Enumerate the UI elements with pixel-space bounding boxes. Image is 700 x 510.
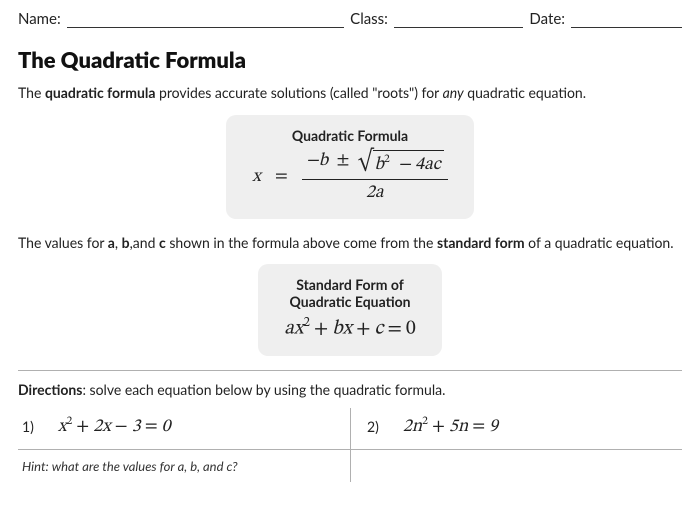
intro-bold: quadratic formula	[45, 84, 156, 101]
formula-card-title: Quadratic Formula	[252, 127, 448, 144]
intro-mid: provides accurate solutions (called "roo…	[155, 84, 442, 101]
sf-eq: =	[383, 319, 405, 339]
page-title: The Quadratic Formula	[18, 46, 682, 73]
name-label: Name:	[18, 10, 61, 28]
hint-row: Hint: what are the values for a, b, and …	[18, 450, 682, 482]
intro-em: any	[443, 84, 464, 101]
header-fields: Name: Class: Date:	[18, 10, 682, 28]
sf-p1: +	[310, 319, 332, 339]
quadratic-formula: x = −b ± √ b2 − 4ac 2a	[252, 150, 448, 205]
intro-pre: The	[18, 84, 45, 101]
problems-row: 1) x2+2x−3=0 2) 2n2+5n=9	[18, 408, 682, 450]
rad-exp: 2	[384, 153, 390, 165]
si-pre: The values for	[18, 234, 108, 251]
si-c: c	[159, 234, 166, 251]
problem-2: 2) 2n2+5n=9	[350, 408, 682, 449]
class-line[interactable]	[394, 13, 523, 28]
num-minus-b: −b	[306, 152, 328, 170]
standard-form-card: Standard Form of Quadratic Equation ax2+…	[258, 264, 442, 356]
problem-2-equation: 2n2+5n=9	[403, 414, 498, 439]
sf-a: a	[284, 319, 294, 339]
section-divider	[18, 370, 682, 371]
si-post: of a quadratic equation.	[525, 234, 674, 251]
standard-form-intro: The values for a, b,and c shown in the f…	[18, 233, 682, 253]
si-b: b	[122, 234, 130, 251]
sf-x2: x	[343, 319, 353, 339]
problem-2-number: 2)	[367, 418, 379, 435]
std-title-l2: Quadratic Equation	[289, 293, 410, 310]
directions: Directions: solve each equation below by…	[18, 381, 682, 398]
sqrt: √ b2 − 4ac	[358, 150, 444, 177]
si-mid: shown in the formula above come from the	[166, 234, 437, 251]
standard-form-equation: ax2+bx+c=0	[284, 316, 416, 342]
problem-1: 1) x2+2x−3=0	[18, 408, 350, 449]
problem-1-equation: x2+2x−3=0	[58, 414, 171, 439]
sf-p2: +	[352, 319, 374, 339]
class-label: Class:	[350, 10, 388, 28]
problem-1-hint: Hint: what are the values for a, b, and …	[18, 450, 350, 482]
sf-b: b	[332, 319, 342, 339]
date-label: Date:	[529, 10, 565, 28]
directions-text: : solve each equation below by using the…	[82, 381, 445, 398]
si-bold: standard form	[437, 234, 525, 251]
radical-icon: √	[358, 151, 374, 178]
formula-numerator: −b ± √ b2 − 4ac	[302, 150, 448, 180]
directions-label: Directions	[18, 381, 82, 398]
si-and: and	[133, 234, 159, 251]
name-line[interactable]	[67, 13, 344, 28]
problem-2-hint	[350, 450, 682, 482]
problem-1-number: 1)	[22, 418, 34, 435]
sf-zero: 0	[406, 319, 416, 339]
radicand: b2 − 4ac	[373, 150, 444, 177]
sf-x: x	[294, 319, 304, 339]
quadratic-formula-card: Quadratic Formula x = −b ± √ b2 − 4ac 2a	[226, 115, 474, 219]
formula-eq: =	[271, 166, 292, 189]
rad-b: b	[375, 156, 384, 174]
formula-fraction: −b ± √ b2 − 4ac 2a	[302, 150, 448, 205]
si-a: a	[108, 234, 115, 251]
sf-exp: 2	[303, 317, 309, 330]
si-c1: ,	[115, 234, 122, 251]
date-line[interactable]	[571, 13, 682, 28]
std-card-title: Standard Form of Quadratic Equation	[284, 276, 416, 310]
std-title-l1: Standard Form of	[296, 276, 404, 293]
intro-post: quadratic equation.	[464, 84, 586, 101]
formula-denominator: 2a	[366, 180, 384, 205]
formula-lhs: x	[252, 166, 261, 189]
num-plusminus: ±	[332, 152, 353, 170]
rad-rest: − 4ac	[394, 156, 441, 174]
worksheet-page: Name: Class: Date: The Quadratic Formula…	[0, 0, 700, 482]
intro-text: The quadratic formula provides accurate …	[18, 83, 682, 103]
